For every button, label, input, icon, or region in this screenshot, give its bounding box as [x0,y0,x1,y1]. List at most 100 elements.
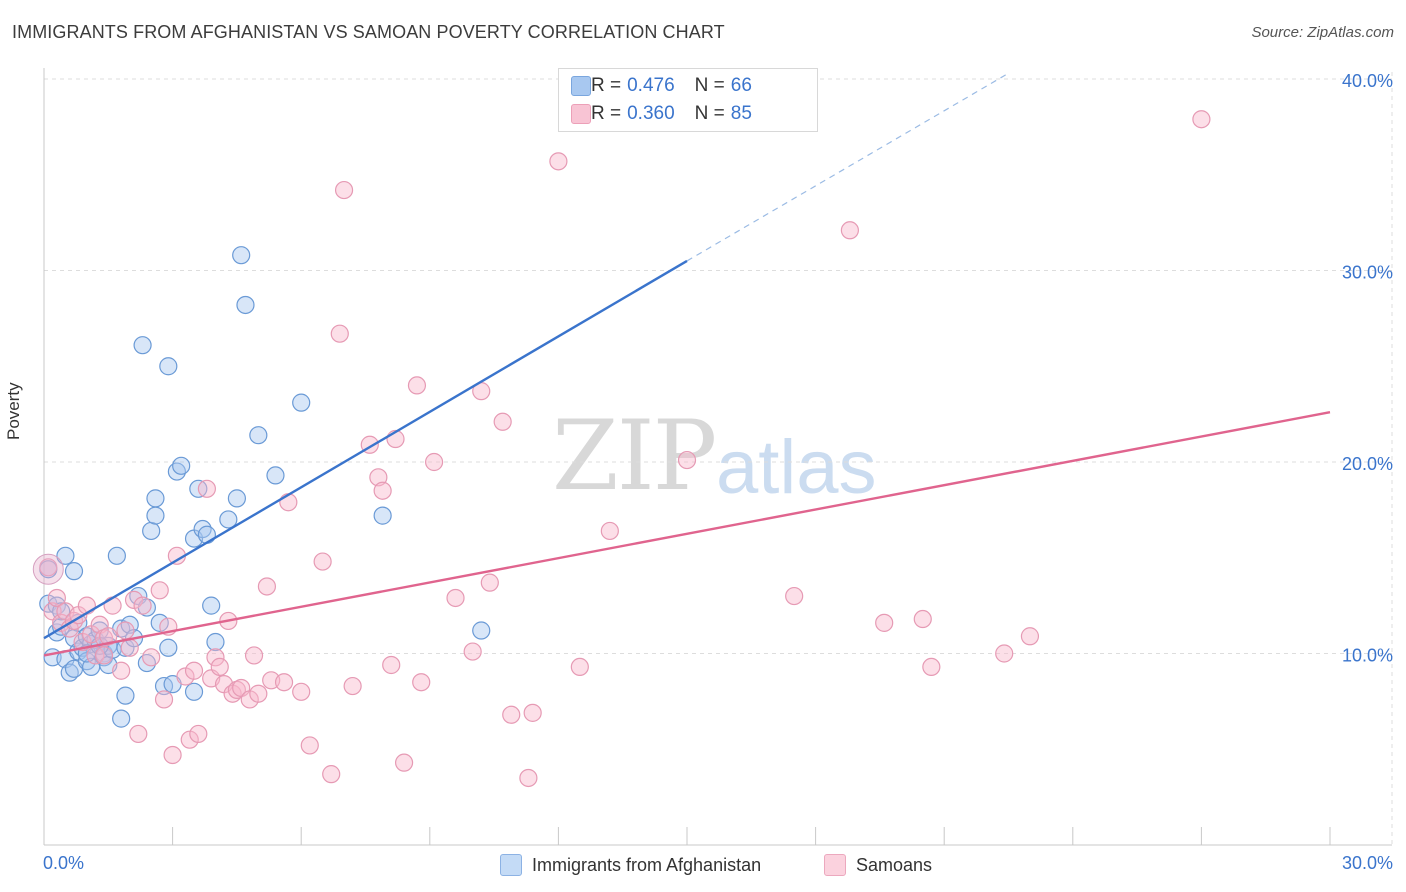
point-samoan [493,412,512,431]
trend-line-samoan [43,411,1331,657]
legend-n-value: 85 [730,103,752,124]
point-samoan [150,581,169,600]
point-afghanistan [150,613,169,632]
x-tick-label-max: 30.0% [1342,853,1393,873]
y-tick-label: 10.0% [1342,646,1393,666]
point-afghanistan [202,596,221,615]
y-tick-label: 40.0% [1342,71,1393,91]
point-samoan [142,648,161,667]
point-samoan [382,655,401,675]
point-afghanistan [236,295,255,315]
point-samoan [677,450,697,470]
point-afghanistan [249,426,268,445]
legend-r-value: 0.476 [627,75,675,96]
legend-r-label: R = [591,75,622,96]
point-samoan [163,745,182,765]
point-samoan [373,481,392,500]
point-samoan [394,753,414,772]
legend-swatch-blue [571,76,591,96]
point-cluster [32,553,64,585]
point-samoan [129,724,148,744]
point-samoan [840,221,859,240]
point-samoan [785,586,804,606]
trend-line-extension [686,72,1009,262]
point-samoan [343,676,362,696]
legend-row-afghanistan: R = 0.476 N = 66 [571,75,752,97]
point-samoan [249,684,268,703]
point-afghanistan [112,709,131,728]
point-samoan [274,673,294,692]
legend-n-label: N = [694,75,725,96]
watermark-atlas: atlas [716,425,877,510]
point-samoan [549,152,568,171]
point-afghanistan [146,489,165,508]
point-samoan [279,493,298,512]
point-samoan [570,657,589,677]
bottom-legend-afghanistan: Immigrants from Afghanistan [500,852,761,878]
point-samoan [103,596,122,615]
point-samoan [154,690,174,709]
point-afghanistan [146,506,165,525]
legend-r-label: R = [591,103,622,124]
point-samoan [77,596,96,615]
point-afghanistan [107,546,126,565]
point-afghanistan [116,686,135,705]
point-samoan [292,682,311,701]
point-samoan [206,648,225,667]
point-samoan [47,588,66,608]
point-afghanistan [232,246,251,265]
point-samoan [1020,627,1040,646]
bottom-legend-swatch-pink [824,854,846,876]
point-samoan [120,638,139,657]
point-afghanistan [373,506,392,525]
point-samoan [300,736,319,755]
point-samoan [519,768,538,788]
point-afghanistan [159,638,178,657]
x-tick-label-min: 0.0% [43,853,84,873]
point-samoan [480,573,499,592]
bottom-legend-label: Immigrants from Afghanistan [532,854,762,875]
point-afghanistan [159,357,178,376]
y-tick-label: 30.0% [1342,263,1393,283]
point-afghanistan [292,393,311,412]
point-afghanistan [133,336,152,355]
point-samoan [210,657,229,677]
data-points [32,110,1211,788]
point-samoan [257,577,277,596]
point-samoan [407,376,427,395]
point-samoan [875,613,894,632]
point-afghanistan [64,562,84,581]
bottom-legend-samoans: Samoans [824,852,932,878]
point-samoan [922,657,941,677]
tick-labels: 10.0% 20.0% 30.0% 40.0% 0.0% 30.0% [43,71,1393,873]
point-samoan [330,324,349,343]
axes [43,68,1392,846]
point-afghanistan [172,456,191,475]
point-samoan [995,644,1014,663]
point-afghanistan [184,682,204,701]
point-samoan [523,703,542,722]
y-tick-label: 20.0% [1342,454,1393,474]
point-samoan [502,705,521,724]
watermark-zip: ZIP [552,400,717,512]
point-samoan [334,180,354,200]
bottom-legend-label: Samoans [856,854,933,875]
point-afghanistan [219,510,238,529]
legend-r-value: 0.360 [627,103,675,124]
trend-lines [43,72,1331,657]
chart-title: IMMIGRANTS FROM AFGHANISTAN VS SAMOAN PO… [12,22,725,42]
legend-n-value: 66 [730,75,752,96]
point-samoan [116,621,135,640]
point-samoan [369,468,388,487]
point-afghanistan [206,632,225,652]
source-label: Source: ZipAtlas.com [1251,24,1394,41]
bottom-legend-swatch-blue [500,854,522,876]
trend-line-afghanistan [43,259,688,640]
point-samoan [99,627,118,646]
legend-n-label: N = [694,103,725,124]
point-afghanistan [472,621,491,640]
point-samoan [197,479,216,498]
point-samoan [39,558,58,577]
point-samoan [244,646,264,665]
